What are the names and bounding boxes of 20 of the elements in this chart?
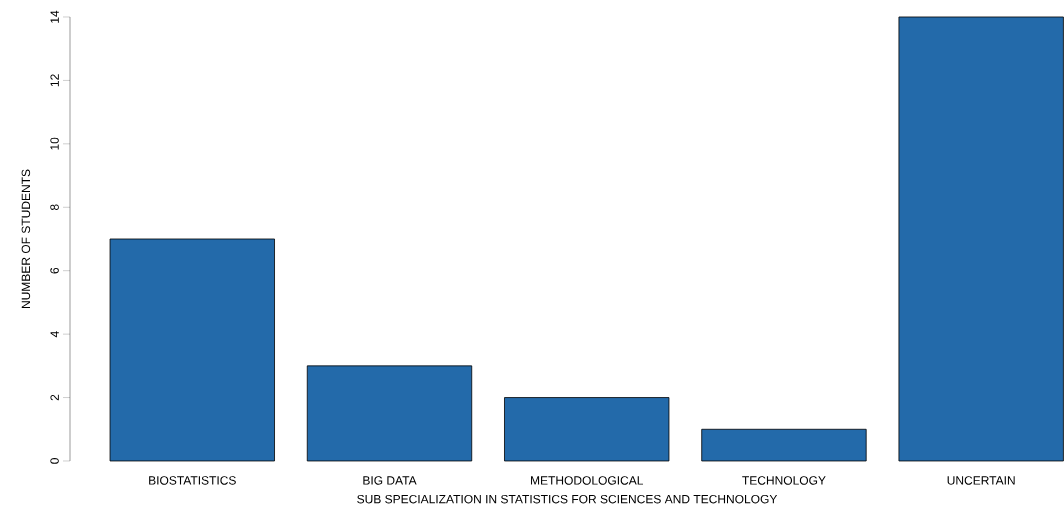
- y-tick-label: 8: [50, 204, 59, 211]
- bar: [898, 16, 1064, 462]
- x-tick-label: BIOSTATISTICS: [149, 476, 236, 485]
- bar: [306, 365, 473, 462]
- x-tick-label: METHODOLOGICAL: [531, 476, 644, 485]
- bar: [701, 428, 867, 462]
- x-tick-label: TECHNOLOGY: [742, 476, 826, 485]
- y-tick-label: 10: [50, 137, 59, 150]
- y-tick-label: 6: [50, 267, 59, 274]
- y-tick-label: 0: [50, 458, 59, 464]
- y-tick-label: 2: [50, 394, 59, 401]
- y-tick-label: 12: [50, 74, 59, 87]
- x-tick-label: UNCERTAIN: [947, 476, 1015, 485]
- y-tick-label: 4: [50, 331, 59, 338]
- bar: [109, 238, 275, 462]
- bar: [504, 397, 670, 462]
- x-tick-label: BIG DATA: [363, 476, 417, 485]
- y-tick-label: 14: [50, 10, 59, 23]
- y-axis-title: NUMBER OF STUDENTS: [21, 169, 31, 308]
- x-axis-title: SUB SPECIALIZATION IN STATISTICS FOR SCIENCES AND TECHNOLOGY: [357, 494, 778, 504]
